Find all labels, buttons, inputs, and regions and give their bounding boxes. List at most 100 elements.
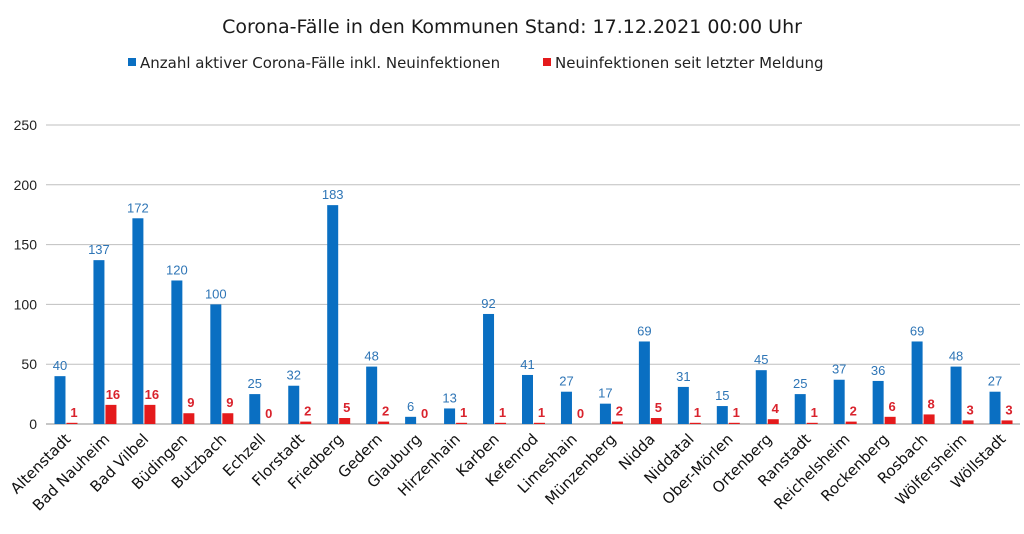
data-label-active: 48: [949, 349, 963, 364]
data-label-new: 2: [616, 404, 623, 419]
bar-active: [794, 394, 806, 424]
data-label-new: 16: [145, 387, 159, 402]
y-tick-label: 50: [21, 356, 37, 372]
bar-active: [405, 416, 417, 424]
bar-active: [522, 374, 533, 424]
data-label-active: 25: [248, 376, 262, 391]
chart-title: Corona-Fälle in den Kommunen Stand: 17.1…: [222, 16, 802, 38]
bar-new: [923, 414, 935, 424]
bar-new: [456, 422, 468, 424]
data-label-new: 16: [106, 387, 120, 402]
bar-active: [210, 304, 222, 424]
bar-active: [483, 313, 495, 424]
bar-active: [911, 341, 923, 424]
data-label-active: 25: [793, 376, 807, 391]
y-tick-label: 150: [14, 237, 38, 253]
bar-new: [845, 421, 857, 424]
data-label-active: 45: [754, 352, 768, 367]
bar-active: [288, 385, 300, 424]
data-label-new: 2: [304, 404, 311, 419]
y-axis: 0 50 100 150 200 250: [14, 117, 38, 432]
bar-active: [132, 218, 144, 424]
bar-active: [677, 386, 689, 424]
data-label-active: 31: [676, 369, 690, 384]
data-label-new: 1: [460, 405, 467, 420]
legend-swatch-new: [543, 58, 551, 66]
data-label-active: 27: [559, 374, 573, 389]
bar-active: [599, 403, 611, 424]
bar-new: [495, 422, 507, 424]
data-label-active: 15: [715, 388, 729, 403]
bar-new: [222, 413, 234, 424]
data-label-active: 13: [442, 390, 456, 405]
legend-label-new: Neuinfektionen seit letzter Meldung: [555, 54, 824, 72]
data-label-new: 0: [421, 406, 428, 421]
bar-new: [378, 421, 390, 424]
bar-active: [54, 376, 66, 424]
bar-active: [560, 391, 572, 424]
bar-active: [366, 366, 378, 424]
data-label-new: 1: [694, 405, 701, 420]
legend: Anzahl aktiver Corona-Fälle inkl. Neuinf…: [128, 54, 824, 72]
bar-new: [767, 419, 779, 424]
data-label-new: 1: [499, 405, 506, 420]
bar-new: [611, 421, 623, 424]
bar-active: [716, 406, 728, 424]
data-label-active: 6: [407, 399, 414, 414]
data-label-new: 3: [1005, 402, 1012, 417]
bar-new: [144, 404, 156, 424]
bar-new: [339, 418, 351, 424]
bar-new: [884, 416, 896, 424]
bar-new: [105, 404, 117, 424]
bar-active: [93, 260, 105, 424]
data-label-active: 48: [364, 349, 378, 364]
data-label-active: 27: [988, 374, 1002, 389]
legend-swatch-active: [128, 58, 136, 66]
bar-active: [872, 380, 884, 424]
bar-active: [444, 408, 456, 424]
bar-new: [534, 422, 545, 424]
bars: [54, 205, 1013, 424]
data-label-new: 1: [733, 405, 740, 420]
data-label-active: 120: [166, 262, 188, 277]
data-label-new: 1: [70, 405, 77, 420]
bar-active: [950, 366, 962, 424]
bar-new: [806, 422, 818, 424]
data-label-active: 172: [127, 200, 149, 215]
data-label-active: 41: [520, 357, 534, 372]
data-label-new: 2: [382, 404, 389, 419]
data-label-active: 100: [205, 286, 227, 301]
data-label-new: 0: [577, 406, 584, 421]
data-label-active: 137: [88, 242, 110, 257]
y-tick-label: 0: [29, 416, 37, 432]
bar-active: [833, 379, 845, 424]
data-label-new: 9: [226, 395, 233, 410]
data-label-active: 92: [481, 296, 495, 311]
y-tick-label: 250: [14, 117, 38, 133]
data-label-active: 17: [598, 386, 612, 401]
data-label-active: 36: [871, 363, 885, 378]
bar-active: [989, 391, 1001, 424]
data-label-new: 4: [772, 401, 780, 416]
data-label-new: 0: [265, 406, 272, 421]
data-label-new: 5: [655, 400, 662, 415]
bar-active: [638, 341, 650, 424]
y-tick-label: 200: [14, 177, 38, 193]
bar-new: [183, 413, 195, 424]
bar-active: [327, 205, 339, 424]
data-label-active: 183: [322, 187, 344, 202]
bar-active: [171, 280, 183, 424]
bar-new: [300, 421, 312, 424]
data-label-new: 2: [850, 404, 857, 419]
data-label-new: 8: [927, 396, 934, 411]
bar-new: [650, 418, 662, 424]
data-label-new: 5: [343, 400, 350, 415]
data-label-active: 69: [637, 323, 651, 338]
legend-label-active: Anzahl aktiver Corona-Fälle inkl. Neuinf…: [140, 54, 500, 72]
bar-new: [1001, 420, 1013, 424]
bar-new: [66, 422, 78, 424]
